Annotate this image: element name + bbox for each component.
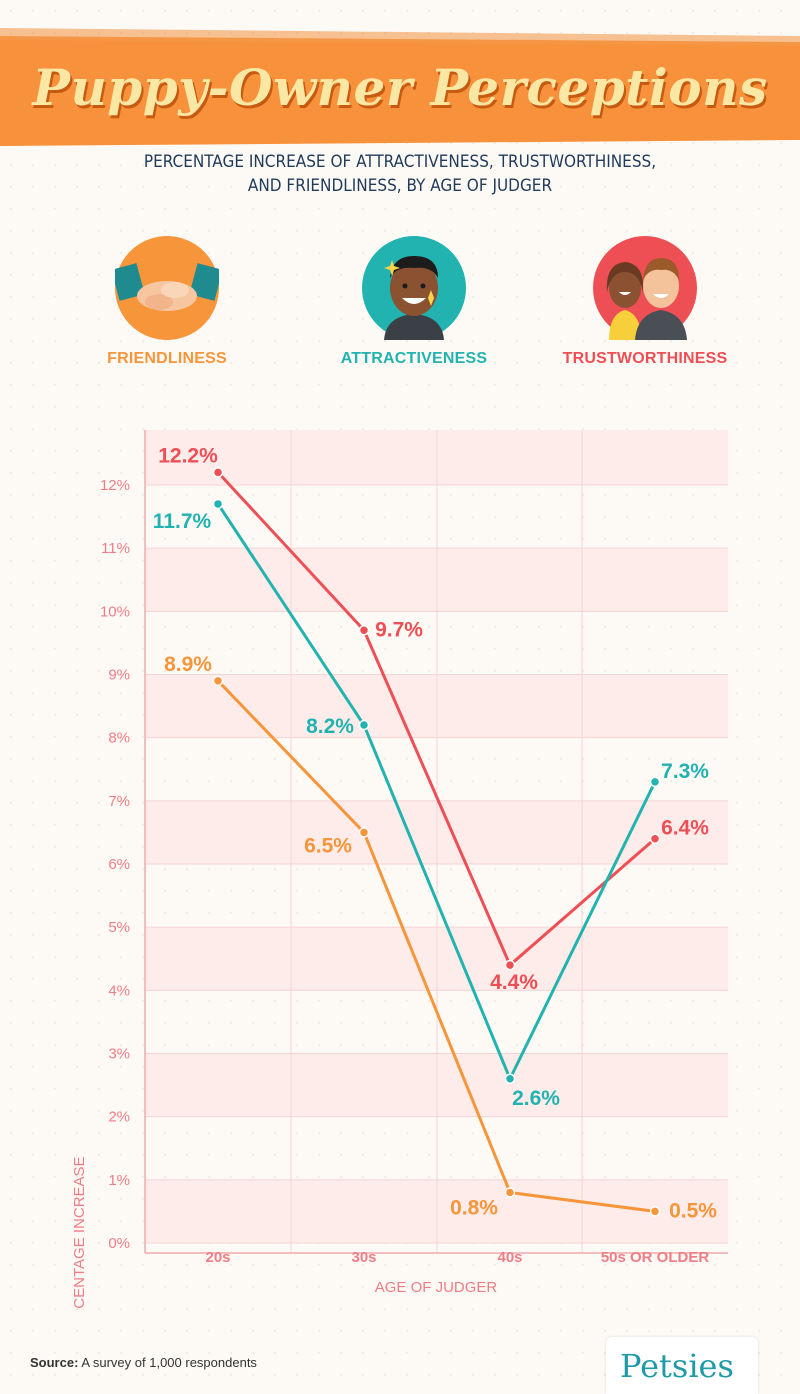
data-label-attractiveness: 7.3% [661, 760, 709, 783]
data-label-friendliness: 6.5% [304, 834, 352, 857]
data-point-attractiveness [212, 498, 224, 510]
y-tick-label: 8% [108, 730, 130, 747]
y-tick-label: 3% [108, 1046, 130, 1063]
couple-icon [593, 236, 697, 340]
y-axis-label: PERCENTAGE INCREASE [71, 1156, 88, 1310]
y-tick-label: 0% [108, 1235, 130, 1252]
y-tick-label: 10% [100, 603, 130, 620]
data-point-friendliness [504, 1187, 516, 1198]
y-tick-label: 4% [108, 982, 130, 999]
data-point-attractiveness [649, 776, 661, 788]
data-point-friendliness [649, 1206, 661, 1217]
data-label-friendliness: 0.5% [669, 1199, 717, 1222]
series-line-trustworthiness [216, 471, 656, 967]
data-label-attractiveness: 11.7% [153, 510, 212, 533]
y-tick-label: 9% [108, 667, 130, 684]
page-title: Puppy-Owner Perceptions [32, 57, 768, 117]
y-tick-label: 12% [100, 477, 130, 494]
data-point-trustworthiness [358, 625, 370, 636]
legend-label-friendliness: FRIENDLINESS [107, 350, 227, 367]
y-tick-label: 11% [101, 540, 130, 557]
title-banner [0, 28, 800, 146]
legend-item-friendliness: FRIENDLINESS [67, 236, 267, 368]
data-point-trustworthiness [649, 833, 661, 844]
legend-label-trustworthiness: TRUSTWORTHINESS [562, 350, 728, 367]
y-tick-label: 7% [108, 793, 130, 810]
handshake-icon [115, 236, 219, 340]
series-line-friendliness [216, 679, 656, 1213]
data-label-trustworthiness: 6.4% [661, 817, 709, 840]
x-tick-label: 40s [497, 1249, 522, 1266]
data-point-attractiveness [504, 1073, 516, 1085]
x-axis-label: AGE OF JUDGER [375, 1279, 498, 1296]
data-label-trustworthiness: 9.7% [375, 618, 423, 641]
y-tick-label: 1% [108, 1172, 130, 1189]
legend-item-attractiveness: ATTRACTIVENESS [314, 236, 514, 368]
legend-item-trustworthiness: TRUSTWORTHINESS [545, 236, 745, 368]
data-label-attractiveness: 2.6% [512, 1087, 560, 1110]
source-note: Source: A survey of 1,000 respondents [30, 1355, 257, 1370]
x-tick-label: 30s [351, 1249, 376, 1266]
data-label-friendliness: 8.9% [164, 653, 212, 676]
x-tick-label: 50s OR OLDER [601, 1249, 710, 1266]
data-point-friendliness [358, 827, 370, 838]
data-point-trustworthiness [504, 959, 516, 971]
source-label: Source: [30, 1355, 79, 1370]
data-point-attractiveness [358, 719, 370, 731]
subtitle-line-2: and friendliness, by age of judger [247, 176, 553, 196]
data-point-friendliness [212, 675, 224, 687]
subtitle-line-1: Percentage increase of attractiveness, t… [143, 152, 657, 172]
y-tick-label: 6% [108, 856, 130, 873]
legend-label-attractiveness: ATTRACTIVENESS [340, 350, 488, 367]
man-face-icon [362, 236, 466, 340]
y-tick-label: 2% [108, 1109, 130, 1126]
brand-logo: Petsies [606, 1337, 758, 1394]
line-chart: 0% 1% 2% 3% 4% 5% 6% 7% 8% 9% 10% 11% 12% 20s 30s 40s 5… [71, 430, 728, 1310]
data-point-trustworthiness [212, 467, 224, 478]
brand-logo-text: Petsies [620, 1347, 734, 1385]
data-label-attractiveness: 8.2% [306, 715, 354, 738]
data-label-friendliness: 0.8% [450, 1196, 498, 1219]
data-label-trustworthiness: 4.4% [490, 971, 538, 994]
series-line-attractiveness [216, 503, 657, 1081]
x-tick-label: 20s [205, 1249, 230, 1266]
source-text: A survey of 1,000 respondents [81, 1355, 257, 1370]
data-label-trustworthiness: 12.2% [158, 444, 218, 467]
y-tick-label: 5% [108, 919, 130, 936]
page-subtitle: Percentage increase of attractiveness, t… [100, 150, 700, 198]
